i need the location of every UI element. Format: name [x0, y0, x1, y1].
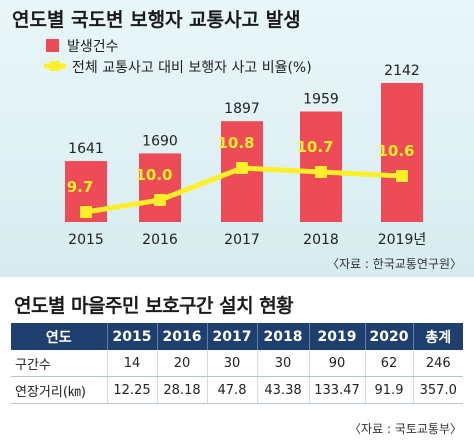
chart-title: 연도별 국도변 보행자 교통사고 발생 — [12, 9, 301, 31]
table-cell: 133.47 — [309, 376, 366, 404]
bar — [381, 83, 423, 222]
ratio-point — [154, 194, 166, 206]
chart-source: 〈자료 : 한국교통연구원〉 — [327, 257, 462, 271]
table-cell: 47.8 — [207, 376, 258, 404]
bar-value-label: 1897 — [224, 101, 260, 117]
ratio-value-label: 10.7 — [296, 138, 333, 156]
ratio-value-label: 10.8 — [217, 134, 254, 152]
header-cell-total: 총계 — [413, 323, 463, 350]
bar-value-label: 1959 — [303, 92, 339, 108]
table-cell: 30 — [257, 350, 310, 377]
bar-value-label: 1641 — [68, 141, 104, 157]
ratio-value-label: 9.7 — [67, 178, 94, 196]
row-label: 구간수 — [11, 350, 108, 377]
table-source: 〈자료 : 국토교통부〉 — [349, 422, 462, 436]
table-cell: 62 — [365, 350, 414, 377]
legend-line-marker — [50, 61, 60, 71]
ratio-value-label: 10.6 — [377, 142, 414, 160]
header-cell-2017: 2017 — [207, 323, 258, 350]
x-tick-label: 2018 — [303, 232, 339, 248]
table-cell: 12.25 — [107, 376, 158, 404]
table-cell: 91.9 — [365, 376, 414, 404]
table-cell: 90 — [309, 350, 366, 377]
x-tick-label: 2015 — [68, 232, 104, 248]
table-title: 연도별 마을주민 보호구간 설치 현황 — [14, 295, 294, 317]
header-cell-2019: 2019 — [309, 323, 366, 350]
ratio-point — [396, 170, 408, 182]
table-cell: 28.18 — [157, 376, 208, 404]
table-cell: 246 — [413, 350, 463, 377]
ratio-point — [315, 166, 327, 178]
chart-panel: 연도별 국도변 보행자 교통사고 발생 발생건수 전체 교통사고 대비 보행자 … — [0, 0, 474, 277]
header-cell-year: 연도 — [11, 323, 108, 350]
legend-bar-label: 발생건수 — [67, 39, 119, 55]
header-cell-2016: 2016 — [157, 323, 208, 350]
table-cell: 357.0 — [413, 376, 463, 404]
bar-value-label: 2142 — [384, 63, 420, 79]
installation-table: 연도 2015 2016 2017 2018 2019 2020 총계 구간수 … — [11, 323, 463, 404]
table-row: 구간수 14 20 30 30 90 62 246 — [11, 350, 463, 377]
header-cell-2018: 2018 — [257, 323, 310, 350]
bar — [139, 153, 181, 222]
table-cell: 20 — [157, 350, 208, 377]
legend-bar-swatch — [46, 39, 59, 52]
header-cell-2020: 2020 — [365, 323, 414, 350]
table-cell: 30 — [207, 350, 258, 377]
legend-line-label: 전체 교통사고 대비 보행자 사고 비율(%) — [72, 60, 312, 76]
row-label: 연장거리(㎞) — [11, 376, 108, 404]
x-tick-label: 2017 — [224, 232, 260, 248]
accident-chart: 연도별 국도변 보행자 교통사고 발생 발생건수 전체 교통사고 대비 보행자 … — [12, 9, 462, 271]
table-row: 연장거리(㎞) 12.25 28.18 47.8 43.38 133.47 91… — [11, 376, 463, 404]
table-header-row: 연도 2015 2016 2017 2018 2019 2020 총계 — [11, 323, 463, 350]
header-cell-2015: 2015 — [107, 323, 158, 350]
x-tick-label: 2019년 — [378, 232, 427, 248]
ratio-value-label: 10.0 — [135, 166, 172, 184]
table-cell: 43.38 — [257, 376, 310, 404]
table-cell: 14 — [107, 350, 158, 377]
ratio-point — [80, 206, 92, 218]
ratio-point — [236, 162, 248, 174]
bar-value-label: 1690 — [142, 133, 178, 149]
x-tick-label: 2016 — [142, 232, 178, 248]
